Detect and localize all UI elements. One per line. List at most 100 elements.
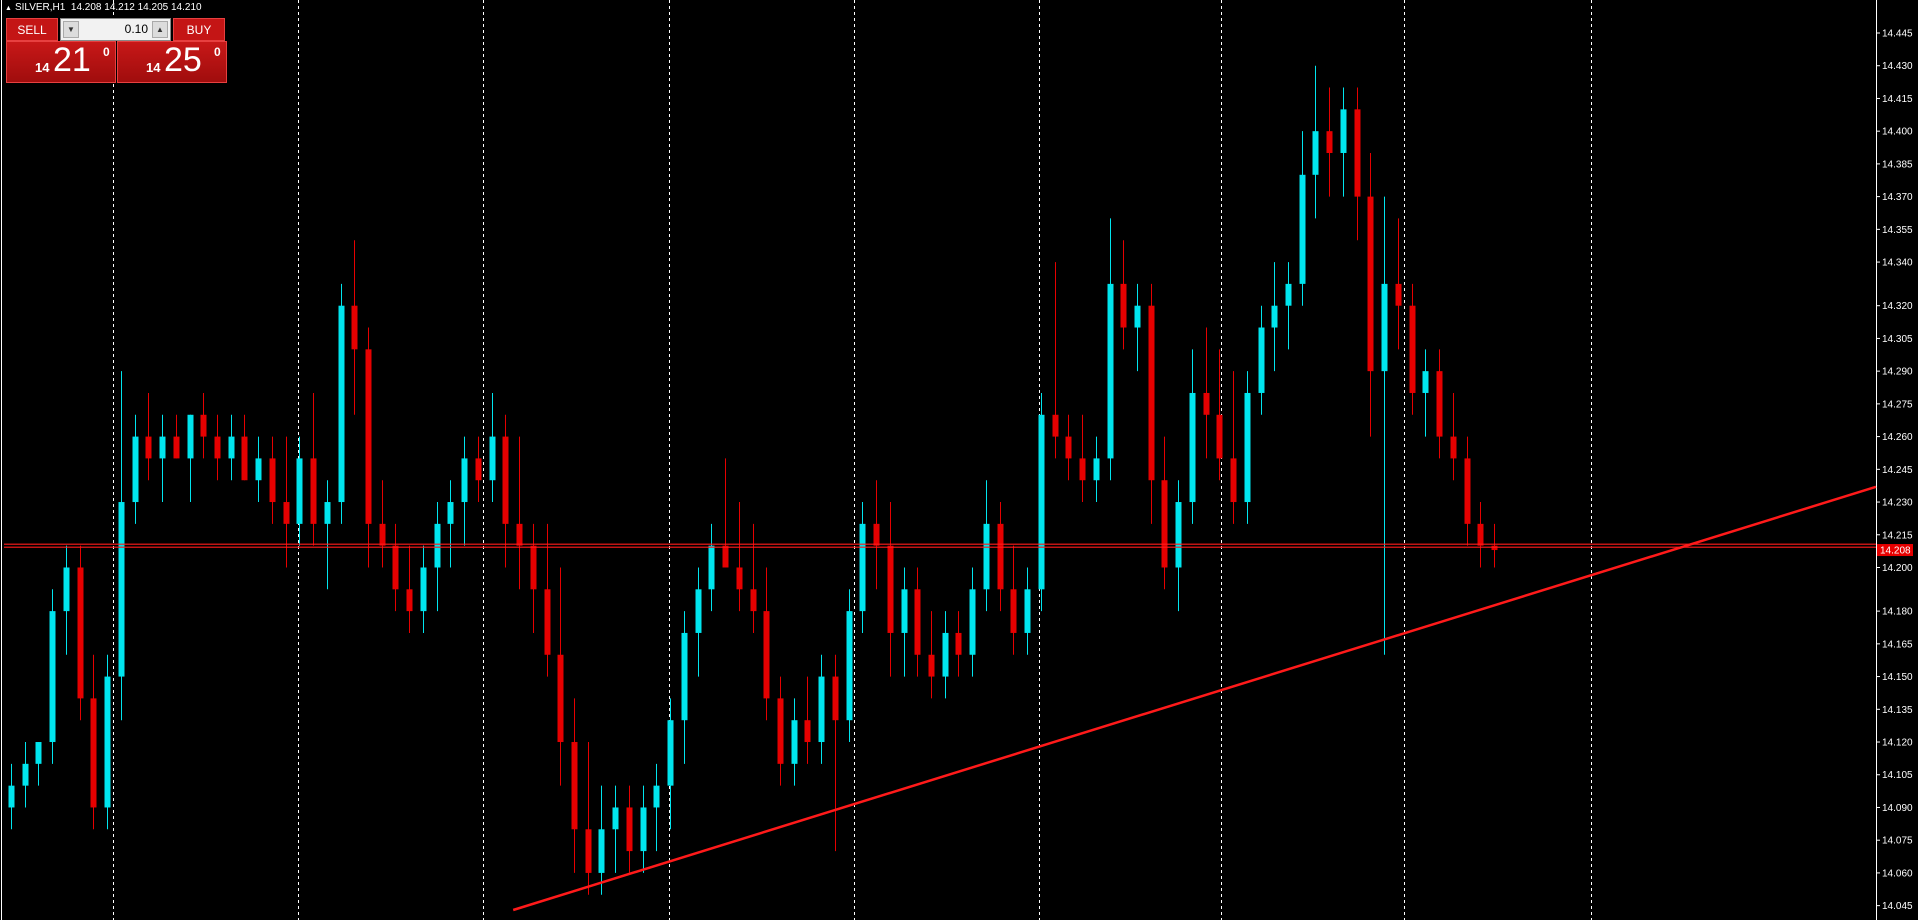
candle-body	[640, 807, 647, 852]
candle-body	[1161, 480, 1168, 568]
candle-body	[1395, 283, 1402, 306]
candle-body	[818, 676, 825, 743]
candle-body	[35, 742, 42, 764]
candle-body	[928, 654, 935, 677]
symbol-name: SILVER,H1	[14, 2, 66, 13]
candle-body	[241, 436, 248, 481]
decrease-lot-icon[interactable]: ▼	[63, 21, 79, 38]
price-tick-label: 14.400	[1882, 127, 1913, 138]
candle-body	[49, 611, 56, 743]
candle-body	[722, 545, 729, 568]
candle-body	[200, 414, 207, 437]
candle-body	[1010, 589, 1017, 633]
current-price-label: 14.208	[1880, 546, 1911, 557]
candle-body	[214, 436, 221, 459]
trend-line[interactable]	[512, 485, 1877, 912]
buy-price-button[interactable]: 14 25 0	[117, 41, 227, 83]
price-tick-label: 14.290	[1882, 367, 1913, 378]
candle-body	[296, 458, 303, 524]
candle-body	[159, 436, 166, 459]
candle-body	[145, 436, 152, 459]
candle-body	[1271, 305, 1278, 328]
candle-body	[653, 785, 660, 808]
candle-body	[708, 545, 715, 590]
candle-body	[736, 567, 743, 590]
price-tick-label: 14.430	[1882, 61, 1913, 72]
lot-size-field[interactable]: ▼ 0.10 ▲	[60, 18, 171, 41]
candle-body	[1326, 131, 1333, 153]
candle-body	[750, 589, 757, 612]
candle-body	[969, 589, 976, 655]
price-tick-label: 14.180	[1882, 607, 1913, 618]
buy-price-prefix: 14	[146, 60, 161, 75]
candle-body	[255, 458, 262, 481]
current-price-marker: 14.208	[1877, 544, 1913, 557]
candle-body	[1409, 305, 1416, 393]
sell-price-button[interactable]: 14 21 0	[6, 41, 116, 83]
candle-body	[90, 698, 97, 808]
price-tick-label: 14.230	[1882, 498, 1913, 509]
candle-body	[846, 611, 853, 721]
candle-body	[475, 458, 482, 481]
price-tick-label: 14.355	[1882, 225, 1913, 236]
horizontal-price-line[interactable]	[4, 543, 1876, 548]
candle-body	[379, 523, 386, 546]
candle-body	[1340, 109, 1347, 153]
candle-body	[8, 785, 15, 808]
candle-body	[1450, 436, 1457, 459]
current-price-box	[1877, 544, 1913, 557]
candle-body	[269, 458, 276, 503]
candle-body	[310, 458, 317, 524]
candle-body	[832, 676, 839, 721]
candle-body	[365, 349, 372, 524]
price-axis: 14.445 14.430 14.415 14.400 14.385 14.370 14.3…	[1876, 29, 1913, 912]
collapse-triangle-icon[interactable]: ▲	[5, 5, 12, 12]
price-tick-label: 14.045	[1882, 901, 1913, 912]
price-tick-label: 14.370	[1882, 192, 1913, 203]
candle-body	[22, 763, 29, 786]
price-tick-label: 14.385	[1882, 159, 1913, 170]
candle-body	[1477, 523, 1484, 546]
price-tick-label: 14.340	[1882, 258, 1913, 269]
candle-body	[612, 807, 619, 830]
price-tick-label: 14.150	[1882, 672, 1913, 683]
candle-body	[1065, 436, 1072, 459]
candle-body	[1216, 414, 1223, 459]
candle-body	[1134, 305, 1141, 328]
price-tick-label: 14.215	[1882, 530, 1913, 541]
candle-body	[1464, 458, 1471, 524]
lot-size-value[interactable]: 0.10	[124, 22, 148, 36]
candle-body	[1230, 458, 1237, 503]
candle-body	[791, 720, 798, 764]
candle-body	[695, 589, 702, 633]
candle-body	[1148, 305, 1155, 481]
candle-body	[187, 414, 194, 459]
sell-button[interactable]: SELL	[6, 18, 58, 41]
candle-body	[1299, 174, 1306, 284]
candle-body	[1285, 283, 1292, 306]
sell-price-prefix: 14	[35, 60, 50, 75]
candle-body	[1491, 545, 1498, 551]
candle-body	[489, 436, 496, 481]
candle-body	[763, 611, 770, 699]
price-tick-label: 14.260	[1882, 432, 1913, 443]
candle-body	[626, 807, 633, 852]
candle-body	[859, 523, 866, 612]
candle-body	[557, 654, 564, 743]
candle-body	[544, 589, 551, 655]
candle-body	[955, 632, 962, 655]
increase-lot-icon[interactable]: ▲	[152, 21, 168, 38]
buy-button[interactable]: BUY	[173, 18, 225, 41]
price-tick-label: 14.305	[1882, 334, 1913, 345]
candle-body	[173, 436, 180, 459]
candle-body	[338, 305, 345, 503]
candle-body	[1189, 392, 1196, 503]
candle-body	[1244, 392, 1251, 503]
symbol-info: ▲ SILVER,H1 14.208 14.212 14.205 14.210	[5, 2, 202, 13]
candle-body	[502, 436, 509, 524]
candle-body	[983, 523, 990, 590]
candle-body	[901, 589, 908, 633]
price-tick-label: 14.445	[1882, 29, 1913, 40]
